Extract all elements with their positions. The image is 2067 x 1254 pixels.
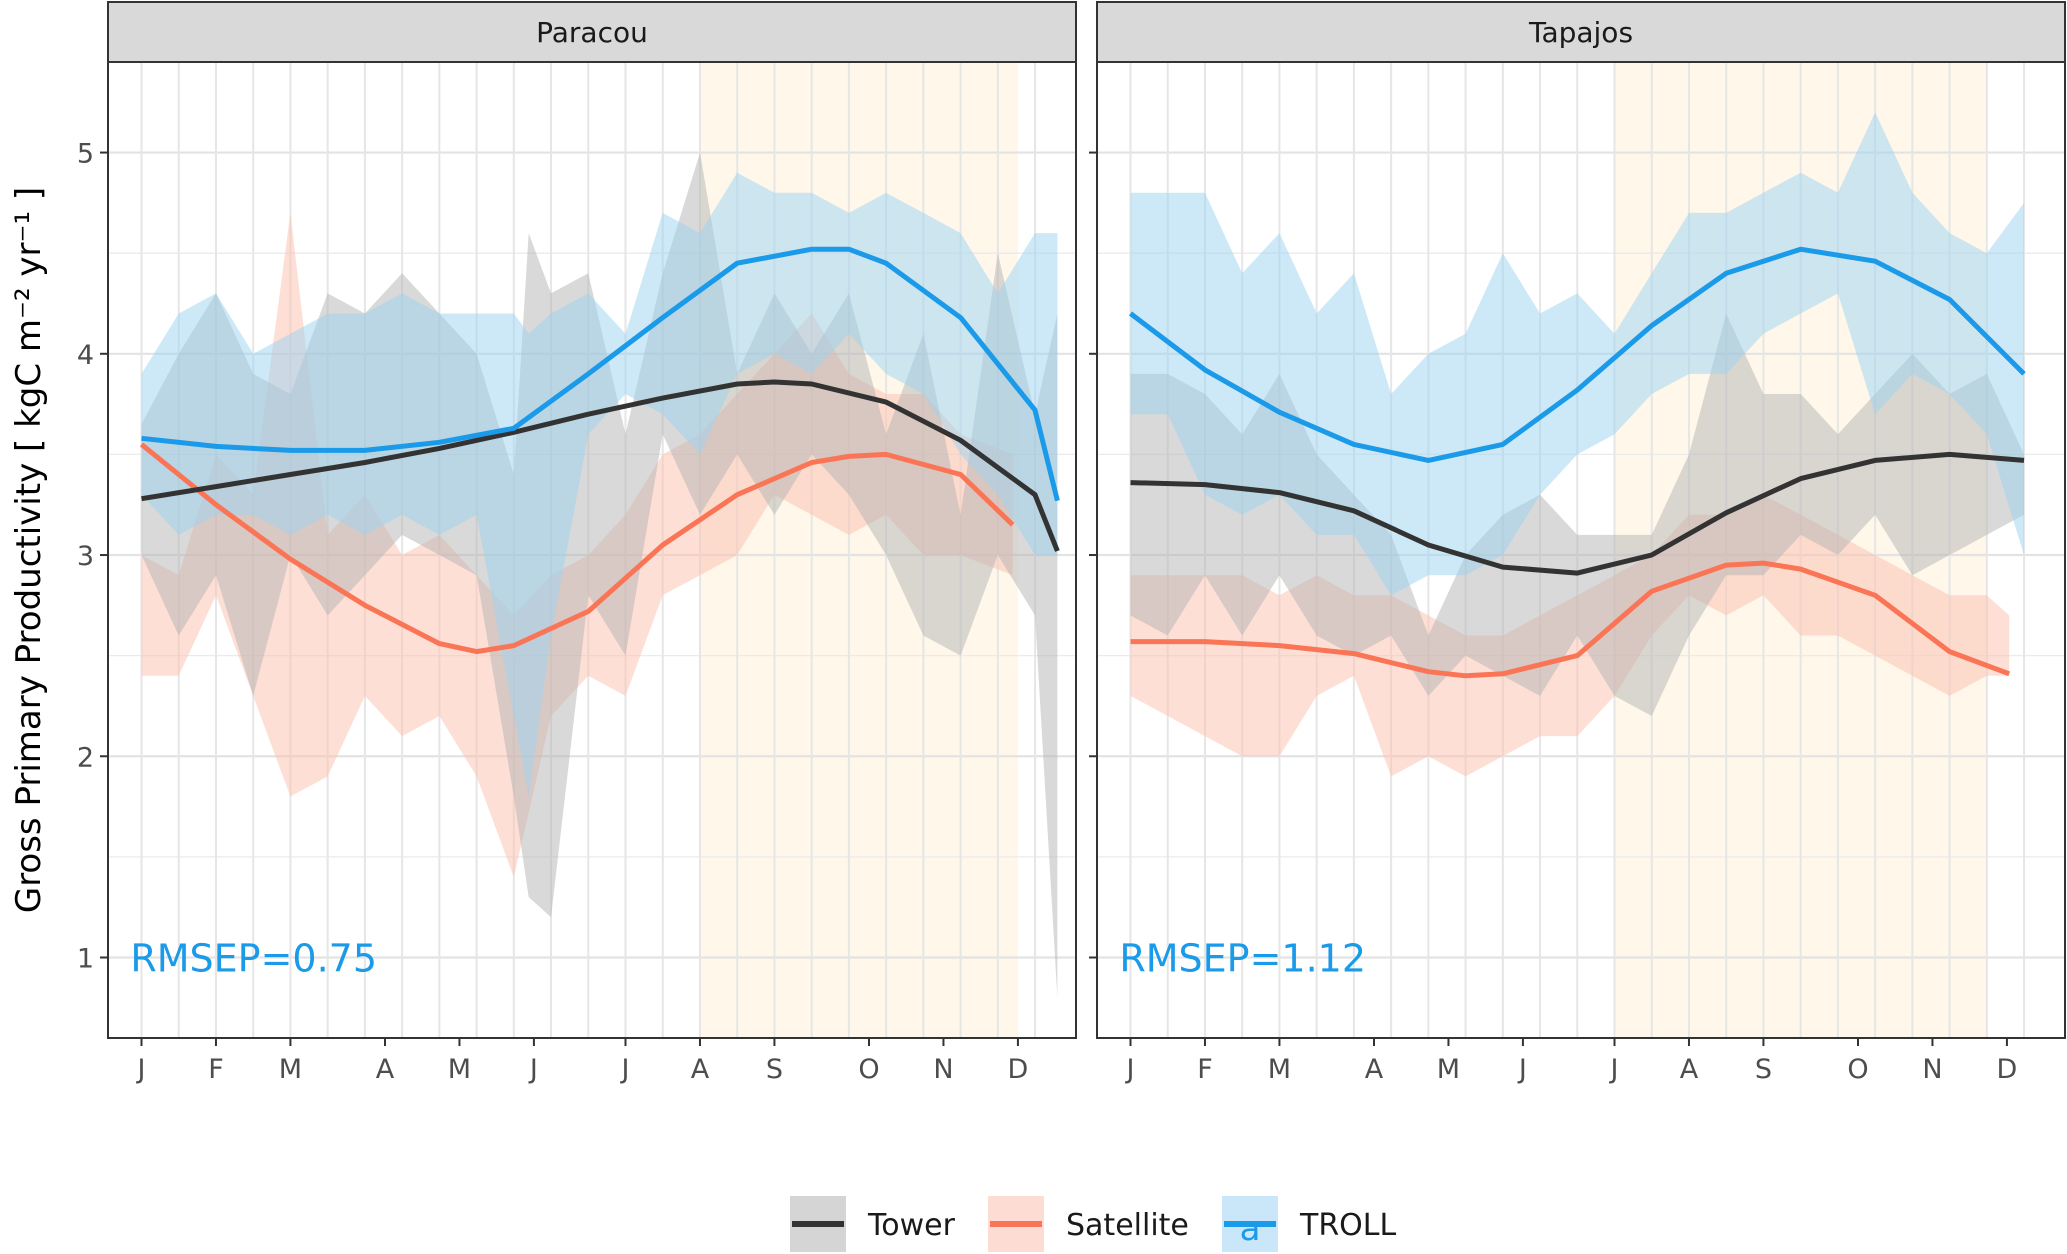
facet-title: Tapajos <box>1528 16 1633 49</box>
x-tick-label: M <box>279 1054 302 1085</box>
x-tick-label: A <box>691 1054 710 1085</box>
panel-border <box>107 61 1077 1039</box>
line-troll <box>141 246 1060 502</box>
x-tick-label: A <box>1365 1054 1384 1085</box>
x-tick-label: N <box>1922 1054 1942 1085</box>
y-tick-label: 5 <box>77 139 94 170</box>
y-tick-label: 4 <box>77 340 94 371</box>
rmsep-annotation: RMSEP=1.12 <box>1119 937 1366 981</box>
band-troll <box>141 172 1058 797</box>
x-tick-label: F <box>208 1054 224 1085</box>
x-tick-label: J <box>528 1054 538 1085</box>
line-troll <box>1128 246 2026 463</box>
x-tick-label: M <box>448 1054 471 1085</box>
panel-border <box>1096 61 2066 1039</box>
panels: Paracou 1 2 3 4 5 J F M A M J J A S O N D RMSEP=0.75 Tapajo… <box>77 1 2066 1085</box>
x-tick-label: J <box>1125 1054 1135 1085</box>
band-tower <box>1130 313 2024 716</box>
line-satellite <box>139 442 1015 655</box>
x-tick-label: D <box>1008 1054 1029 1085</box>
x-tick-label: S <box>1755 1054 1772 1085</box>
y-axis-title: Gross Primary Productivity [ kgC m⁻² yr⁻… <box>9 187 49 913</box>
x-tick-label: A <box>376 1054 395 1085</box>
line-tower <box>1130 451 2025 576</box>
x-tick-label: J <box>136 1054 146 1085</box>
y-tick-label: 1 <box>77 944 94 975</box>
facet-title: Paracou <box>536 16 648 49</box>
x-tick-label: O <box>1847 1054 1868 1085</box>
x-tick-label: N <box>933 1054 953 1085</box>
rmsep-annotation: RMSEP=0.75 <box>130 937 377 981</box>
panel-tapajos: Tapajos J F M A M J J A S O N D RMSEP=1.12 <box>1089 1 2066 1085</box>
legend-label: Satellite <box>1066 1208 1189 1243</box>
x-tick-label: O <box>858 1054 879 1085</box>
y-tick-label: 3 <box>77 541 94 572</box>
legend-item-troll: a TROLL <box>1222 1196 1396 1252</box>
legend-item-satellite: Satellite <box>988 1196 1189 1252</box>
line-satellite <box>1130 560 2011 679</box>
facet-strip <box>1096 1 2066 63</box>
legend: Tower Satellite a TROLL <box>790 1196 1396 1252</box>
facet-strip <box>107 1 1077 63</box>
x-tick-label: J <box>1609 1054 1619 1085</box>
x-tick-label: J <box>620 1054 630 1085</box>
x-tick-label: D <box>1997 1054 2018 1085</box>
legend-label: TROLL <box>1299 1208 1396 1243</box>
legend-label: Tower <box>867 1208 956 1243</box>
x-tick-label: M <box>1437 1054 1460 1085</box>
x-tick-label: A <box>1680 1054 1699 1085</box>
x-tick-label: S <box>766 1054 783 1085</box>
x-tick-label: M <box>1268 1054 1291 1085</box>
x-tick-label: F <box>1197 1054 1213 1085</box>
line-tower <box>141 379 1060 552</box>
legend-item-tower: Tower <box>790 1196 956 1252</box>
y-tick-label: 2 <box>77 742 94 773</box>
x-tick-label: J <box>1517 1054 1527 1085</box>
legend-glyph: a <box>1240 1209 1261 1249</box>
panel-paracou: Paracou 1 2 3 4 5 J F M A M J J A S O N D RMSEP=0.75 <box>77 1 1077 1085</box>
band-troll <box>1130 112 2024 596</box>
